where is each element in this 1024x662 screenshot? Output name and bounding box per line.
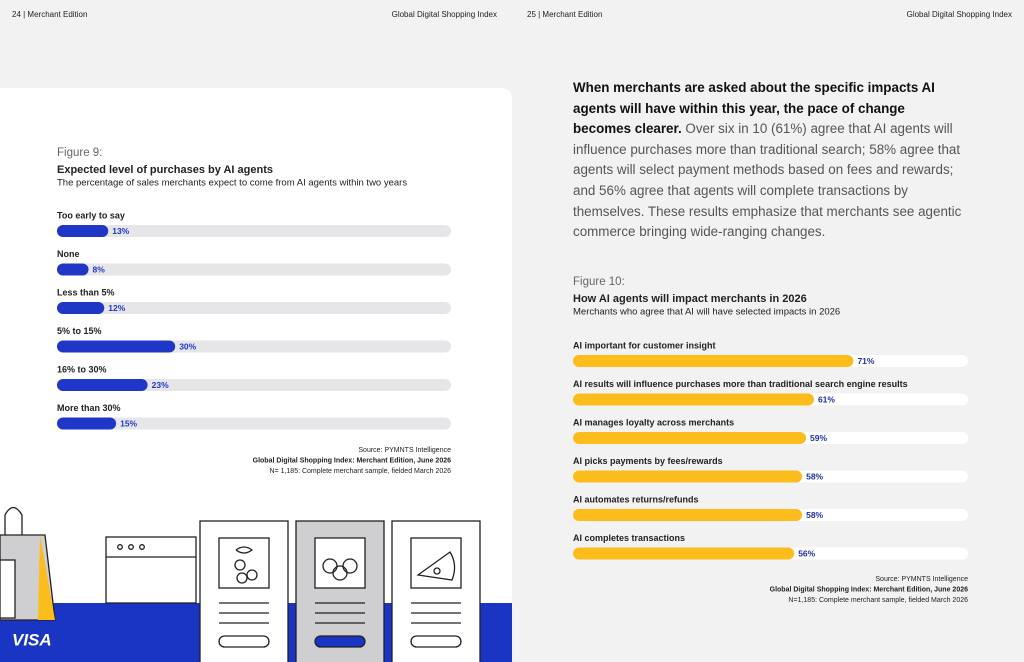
category-label: AI completes transactions: [573, 533, 685, 543]
value-label: 71%: [857, 356, 874, 366]
figure-label: Figure 9:: [57, 147, 102, 159]
bar: [57, 225, 109, 237]
source-note: Source: PYMNTS Intelligence: [358, 447, 451, 454]
bar: [573, 470, 803, 483]
intro-paragraph: When merchants are asked about the speci…: [573, 78, 965, 243]
chart-subtitle: The percentage of sales merchants expect…: [57, 178, 407, 189]
page-number: 25 | Merchant Edition: [527, 10, 602, 19]
value-label: 30%: [179, 341, 196, 351]
bar: [57, 340, 176, 353]
source-note: N= 1,185: Complete merchant sample, fiel…: [269, 468, 451, 475]
intro-text: Over six in 10 (61%) agree that AI agent…: [573, 121, 962, 240]
chart-title: How AI agents will impact merchants in 2…: [573, 293, 807, 305]
category-label: More than 30%: [57, 403, 121, 413]
value-label: 59%: [810, 433, 827, 443]
bar: [57, 302, 105, 314]
figure-label: Figure 10:: [573, 276, 625, 288]
bar-track: [57, 379, 451, 391]
value-label: 8%: [93, 264, 106, 274]
value-label: 13%: [112, 226, 129, 236]
running-title: Global Digital Shopping Index: [392, 10, 497, 19]
bar-track: [57, 417, 451, 430]
category-label: AI manages loyalty across merchants: [573, 417, 734, 427]
bar: [573, 393, 814, 406]
bar-track: [57, 263, 451, 276]
category-label: AI automates returns/refunds: [573, 494, 699, 504]
bar: [57, 417, 117, 430]
intro-lead: When merchants are asked about the speci…: [573, 80, 935, 137]
value-label: 56%: [798, 548, 815, 558]
bar: [573, 547, 795, 560]
source-note: Source: PYMNTS Intelligence: [875, 576, 968, 583]
category-label: Too early to say: [57, 210, 125, 220]
bar: [57, 263, 89, 276]
category-label: AI important for customer insight: [573, 340, 716, 350]
logo: VISA: [12, 630, 52, 649]
bar: [573, 509, 803, 521]
bar: [57, 379, 148, 391]
value-label: 12%: [108, 303, 125, 313]
running-title: Global Digital Shopping Index: [907, 10, 1012, 19]
category-label: 5% to 15%: [57, 326, 102, 336]
bar: [573, 432, 807, 444]
bar-track: [57, 225, 451, 237]
bar-track: [57, 302, 451, 314]
illustration: [0, 506, 512, 662]
source-note: Global Digital Shopping Index: Merchant …: [253, 457, 451, 464]
category-label: AI picks payments by fees/rewards: [573, 456, 723, 466]
category-label: 16% to 30%: [57, 364, 107, 374]
value-label: 58%: [806, 510, 823, 520]
source-note: N=1,185: Complete merchant sample, field…: [788, 597, 968, 604]
page-number: 24 | Merchant Edition: [12, 10, 87, 19]
value-label: 61%: [818, 394, 835, 404]
value-label: 15%: [120, 418, 137, 428]
category-label: Less than 5%: [57, 287, 115, 297]
category-label: AI results will influence purchases more…: [573, 379, 908, 389]
category-label: None: [57, 249, 80, 259]
value-label: 58%: [806, 471, 823, 481]
value-label: 23%: [152, 380, 169, 390]
source-note: Global Digital Shopping Index: Merchant …: [770, 586, 968, 593]
bar: [573, 355, 854, 367]
chart-title: Expected level of purchases by AI agents: [57, 164, 273, 176]
chart-subtitle: Merchants who agree that AI will have se…: [573, 307, 840, 318]
